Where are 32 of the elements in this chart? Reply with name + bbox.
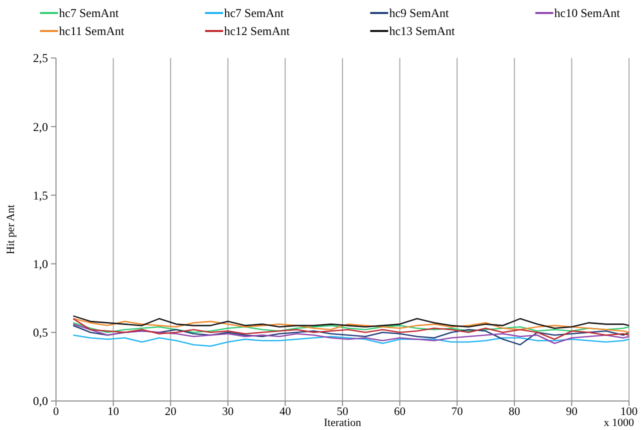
x-axis-title: Iteration bbox=[324, 417, 362, 429]
legend-label: hc7 SemAnt bbox=[224, 6, 284, 20]
x-tick-label: 80 bbox=[508, 406, 520, 418]
x-tick-label: 100 bbox=[620, 406, 638, 418]
y-tick-label: 0,5 bbox=[33, 326, 48, 340]
y-tick-label: 0,0 bbox=[33, 394, 48, 408]
line-series bbox=[72, 334, 630, 347]
line-series bbox=[72, 318, 630, 340]
y-tick-label: 2,0 bbox=[33, 120, 48, 134]
legend-label: hc7 SemAnt bbox=[59, 6, 120, 20]
legend-label: hc9 SemAnt bbox=[389, 6, 450, 20]
legend-label: hc12 SemAnt bbox=[224, 24, 290, 38]
legend-label: hc11 SemAnt bbox=[59, 24, 125, 38]
legend-label: hc13 SemAnt bbox=[389, 24, 456, 38]
text: x 1000 bbox=[604, 417, 634, 429]
x-tick-label: 70 bbox=[451, 406, 464, 418]
line-series bbox=[72, 318, 630, 334]
x-tick-label: 30 bbox=[222, 406, 234, 418]
line-series bbox=[72, 322, 630, 334]
line-series bbox=[72, 315, 630, 329]
y-tick-label: 1,0 bbox=[33, 257, 48, 271]
x-tick-label: 0 bbox=[53, 406, 60, 418]
x-tick-label: 20 bbox=[164, 406, 177, 418]
y-axis-title: Hit per Ant bbox=[5, 204, 17, 254]
x-tick-label: 40 bbox=[279, 406, 292, 418]
x-tick-label: 60 bbox=[394, 406, 406, 418]
x-tick-label: 10 bbox=[108, 406, 120, 418]
x-tick-label: 50 bbox=[336, 406, 348, 418]
y-tick-label: 1,5 bbox=[33, 188, 48, 202]
y-tick-label: 2,5 bbox=[33, 51, 48, 66]
x-tick-label: 90 bbox=[566, 406, 578, 418]
legend-label: hc10 SemAnt bbox=[554, 6, 621, 20]
